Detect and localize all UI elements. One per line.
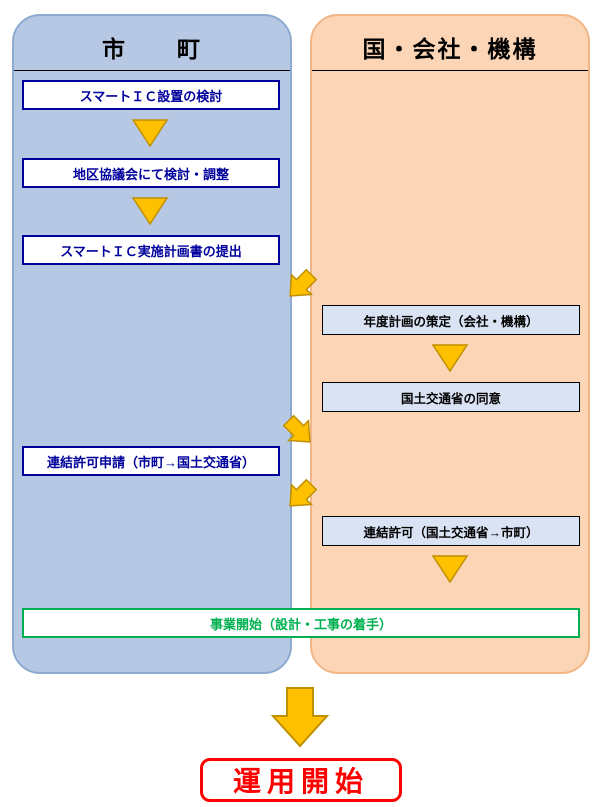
arrow-down-2 [131, 196, 169, 228]
box-1: スマートＩＣ設置の検討 [22, 80, 280, 110]
arrow-big-down [269, 684, 331, 750]
left-header: 市 町 [14, 16, 290, 71]
box-final: 運用開始 [200, 758, 402, 802]
box-3: スマートＩＣ実施計画書の提出 [22, 235, 280, 265]
arrow-diag-left-1 [282, 414, 318, 450]
box-6: 連結許可申請（市町→国土交通省） [22, 446, 280, 476]
box-4: 年度計画の策定（会社・機構） [322, 305, 580, 335]
right-header: 国・会社・機構 [312, 16, 588, 71]
arrow-diag-right-2 [282, 478, 318, 514]
box-8: 事業開始（設計・工事の着手） [22, 608, 580, 638]
arrow-down-4 [431, 554, 469, 586]
box-7: 連結許可（国土交通省→市町） [322, 516, 580, 546]
arrow-diag-right-1 [282, 268, 318, 304]
arrow-down-1 [131, 118, 169, 150]
box-2: 地区協議会にて検討・調整 [22, 158, 280, 188]
arrow-down-3 [431, 343, 469, 375]
box-5: 国土交通省の同意 [322, 382, 580, 412]
left-column: 市 町 [12, 14, 292, 674]
